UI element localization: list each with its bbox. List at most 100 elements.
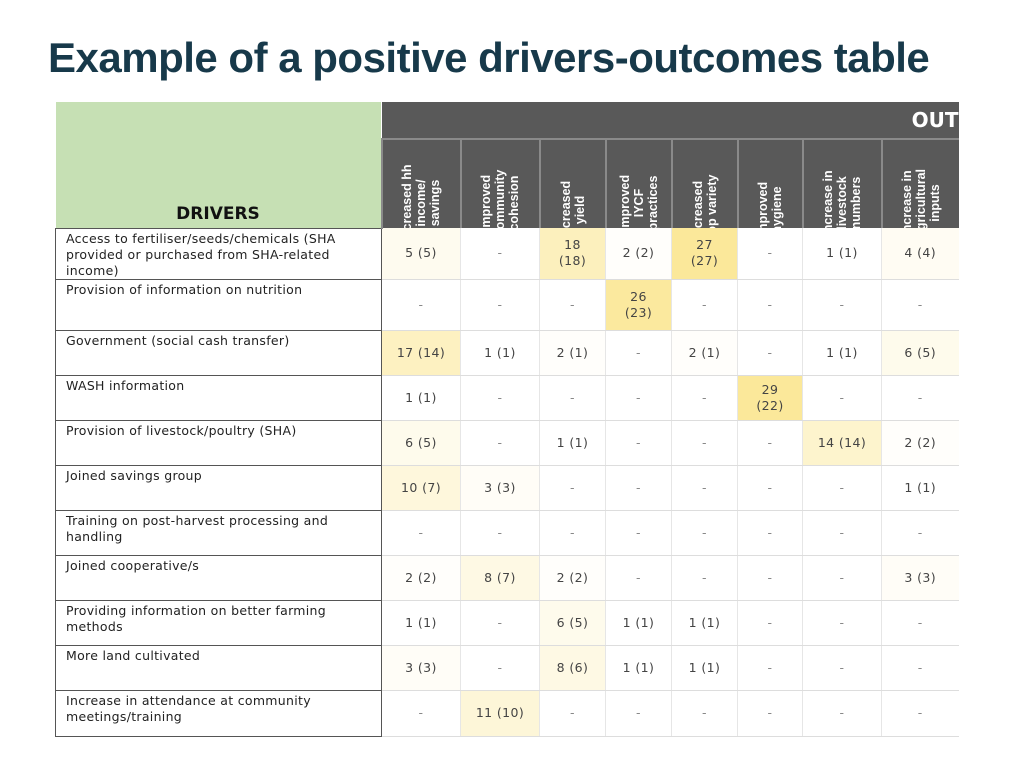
value-cell: 2 (2)	[881, 420, 959, 466]
value-cell: 14 (14)	[802, 420, 882, 466]
value-cell: 1 (1)	[605, 600, 672, 646]
value-cell: -	[460, 228, 540, 280]
outcome-header: Increased crop variety	[670, 139, 738, 228]
value-cell: -	[460, 279, 540, 331]
value-cell: -	[605, 375, 672, 421]
value-cell: 27 (27)	[671, 228, 738, 280]
value-cell: -	[881, 690, 959, 737]
value-cell: -	[802, 645, 882, 691]
value-cell: 18 (18)	[539, 228, 606, 280]
outcome-header: Improved IYCF practices	[604, 139, 672, 228]
table-row: Provision of information on nutrition - - -…	[55, 278, 959, 331]
value-cell: 10 (7)	[381, 465, 461, 511]
value-cell: -	[671, 375, 738, 421]
value-cell: -	[671, 279, 738, 331]
value-cell: 1 (1)	[671, 600, 738, 646]
driver-label: Increase in attendance at community meet…	[55, 689, 382, 737]
outcome-header-label: Increased yield	[558, 180, 587, 228]
outcome-header: Improved hygiene	[736, 139, 803, 228]
value-cell: 1 (1)	[539, 420, 606, 466]
driver-label: Joined savings group	[55, 464, 382, 511]
outcomes-header: OUT	[381, 102, 959, 140]
value-cell: -	[381, 510, 461, 556]
value-cell: -	[737, 645, 803, 691]
value-cell: -	[539, 465, 606, 511]
value-cell: 11 (10)	[460, 690, 540, 737]
value-cell: -	[460, 600, 540, 646]
outcome-header-label: Increased hh income/ savings	[400, 164, 442, 228]
value-cell: 1 (1)	[881, 465, 959, 511]
value-cell: -	[737, 279, 803, 331]
table-row: Providing information on better farming …	[55, 599, 959, 646]
outcome-header-label: Increased crop variety	[690, 174, 719, 228]
value-cell: -	[737, 600, 803, 646]
value-cell: -	[460, 645, 540, 691]
value-cell: 2 (2)	[381, 555, 461, 601]
value-cell: -	[671, 555, 738, 601]
driver-label: Government (social cash transfer)	[55, 329, 382, 376]
outcome-header-label: Increase in livestock numbers	[821, 170, 863, 228]
outcome-header: Increased hh income/ savings	[380, 139, 461, 228]
value-cell: -	[881, 510, 959, 556]
value-cell: 3 (3)	[381, 645, 461, 691]
value-cell: 1 (1)	[605, 645, 672, 691]
table-row: More land cultivated 3 (3) -8 (6) 1 (1) 1 (1…	[55, 644, 959, 691]
table-row: WASH information 1 (1) - - - -29 (22) - -	[55, 374, 959, 421]
drivers-outcomes-table: DRIVERS OUT Increased hh income/ savings…	[55, 102, 959, 737]
value-cell: 1 (1)	[802, 228, 882, 280]
value-cell: -	[737, 690, 803, 737]
value-cell: -	[671, 510, 738, 556]
table-row: Joined savings group 10 (7) 3 (3) - - - - -1 (1…	[55, 464, 959, 511]
value-cell: -	[605, 555, 672, 601]
value-cell: -	[605, 510, 672, 556]
value-cell: -	[802, 555, 882, 601]
value-cell: -	[737, 465, 803, 511]
driver-label: Training on post-harvest processing and …	[55, 509, 382, 556]
table-row: Access to fertiliser/seeds/chemicals (SH…	[55, 227, 959, 280]
value-cell: 3 (3)	[460, 465, 540, 511]
value-cell: -	[460, 420, 540, 466]
value-cell: -	[737, 330, 803, 376]
value-cell: 1 (1)	[381, 375, 461, 421]
drivers-header: DRIVERS	[55, 102, 382, 228]
outcome-header-label: Improved IYCF practices	[617, 174, 660, 228]
value-cell: -	[605, 420, 672, 466]
value-cell: -	[381, 690, 461, 737]
value-cell: 6 (5)	[539, 600, 606, 646]
value-cell: -	[881, 375, 959, 421]
value-cell: -	[539, 279, 606, 331]
driver-label: Provision of information on nutrition	[55, 278, 382, 331]
value-cell: -	[460, 510, 540, 556]
value-cell: -	[881, 645, 959, 691]
value-cell: -	[802, 600, 882, 646]
value-cell: 1 (1)	[802, 330, 882, 376]
outcome-header: Improved community cohesion	[459, 139, 540, 228]
value-cell: 2 (2)	[539, 555, 606, 601]
value-cell: -	[881, 600, 959, 646]
outcome-header-label: Improved community cohesion	[479, 169, 521, 228]
value-cell: 8 (6)	[539, 645, 606, 691]
value-cell: -	[802, 375, 882, 421]
value-cell: -	[737, 228, 803, 280]
value-cell: -	[802, 690, 882, 737]
value-cell: 4 (4)	[881, 228, 959, 280]
value-cell: 2 (1)	[539, 330, 606, 376]
driver-label: Provision of livestock/poultry (SHA)	[55, 419, 382, 466]
value-cell: -	[737, 510, 803, 556]
driver-label: More land cultivated	[55, 644, 382, 691]
value-cell: -	[539, 375, 606, 421]
value-cell: -	[539, 690, 606, 737]
value-cell: -	[671, 420, 738, 466]
value-cell: 3 (3)	[881, 555, 959, 601]
value-cell: -	[737, 420, 803, 466]
value-cell: 2 (1)	[671, 330, 738, 376]
table-row: Provision of livestock/poultry (SHA) 6 (5…	[55, 419, 959, 466]
table-row: Increase in attendance at community meet…	[55, 689, 959, 737]
page-title: Example of a positive drivers-outcomes t…	[48, 34, 930, 81]
outcome-header: Increase in livestock numbers	[801, 139, 882, 228]
value-cell: 1 (1)	[460, 330, 540, 376]
table-row: Government (social cash transfer) 17 (14)…	[55, 329, 959, 376]
value-cell: -	[802, 510, 882, 556]
table-row: Training on post-harvest processing and …	[55, 509, 959, 556]
value-cell: 6 (5)	[381, 420, 461, 466]
